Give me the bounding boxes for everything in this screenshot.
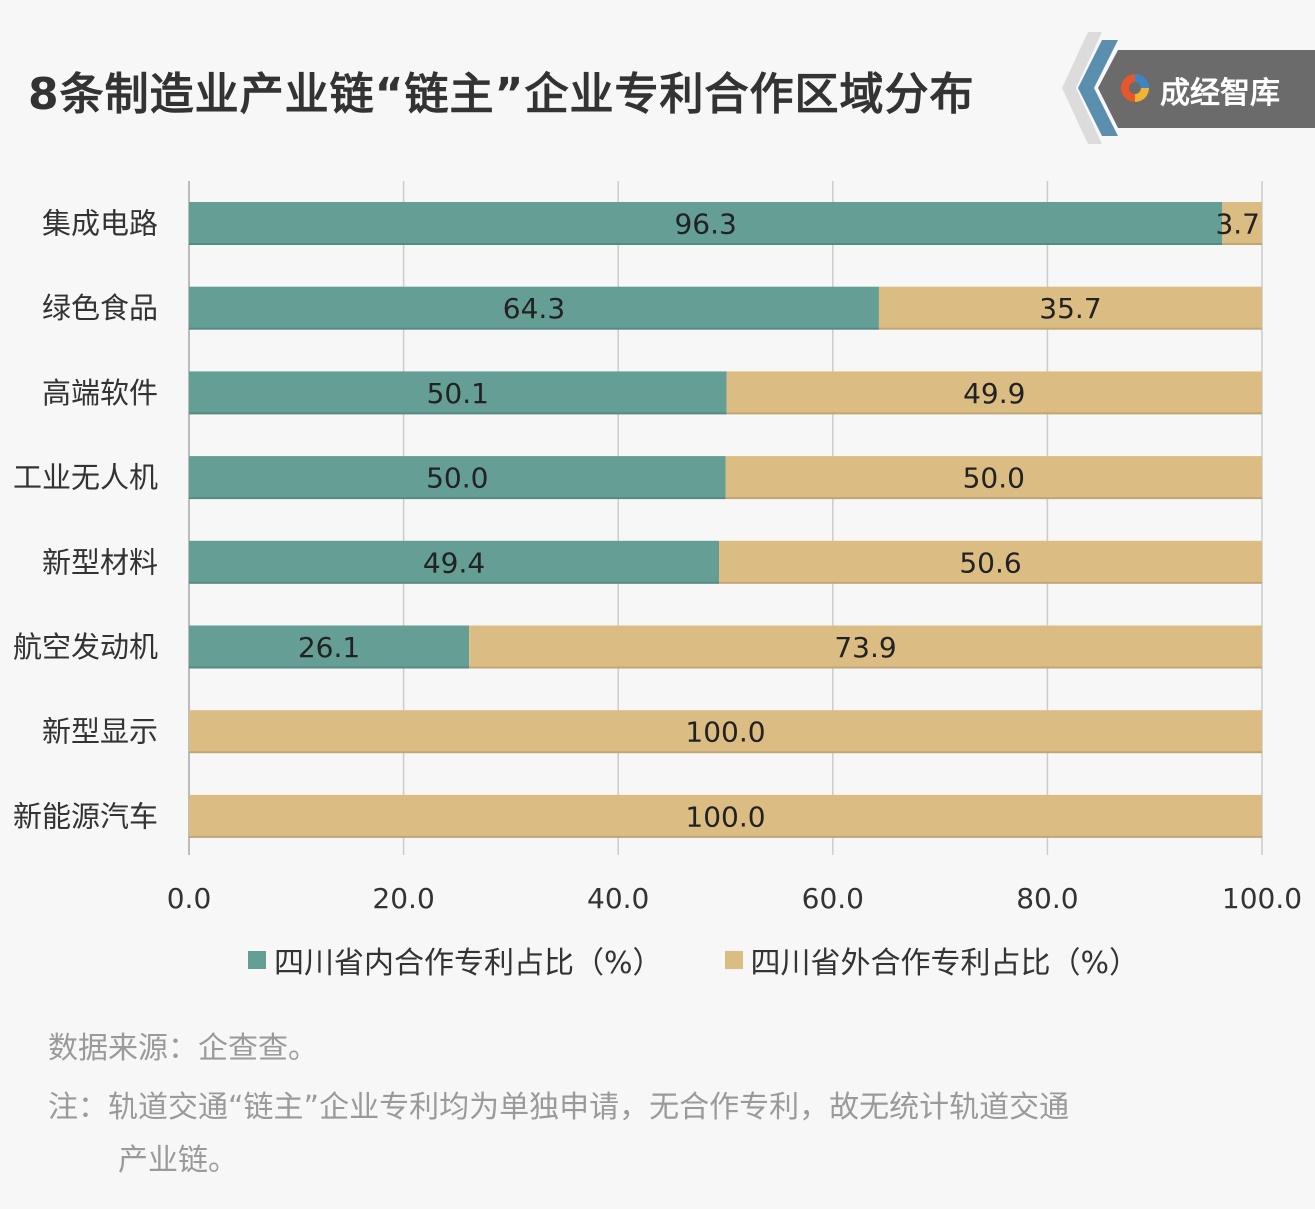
bar-shadow (189, 581, 720, 584)
data-label: 50.1 (427, 377, 489, 410)
x-tick-label: 40.0 (587, 882, 649, 915)
bar-segment (189, 202, 1223, 245)
bar-shadow (1222, 243, 1262, 245)
data-label: 49.9 (963, 377, 1025, 410)
x-tick-label: 60.0 (802, 882, 864, 915)
data-label: 50.6 (959, 546, 1021, 579)
legend-swatch-outside (724, 951, 743, 969)
x-tick-label: 100.0 (1222, 882, 1302, 915)
bar-segment (189, 710, 1262, 754)
bar-segment (469, 625, 1263, 669)
category-label: 新型显示 (42, 715, 158, 749)
data-label: 64.3 (503, 292, 565, 325)
legend-swatch-inside (248, 951, 266, 969)
bar-segment (725, 456, 1262, 500)
footnote-line-1: 注：轨道交通“链主”企业专利均为单独申请，无合作专利，故无统计轨道交通 (48, 1090, 1070, 1125)
bar-shadow (189, 327, 879, 330)
bar-shadow (469, 666, 1263, 669)
x-tick-label: 0.0 (167, 882, 212, 915)
category-label: 工业无人机 (13, 461, 158, 495)
data-label: 73.9 (834, 631, 896, 664)
data-label: 26.1 (298, 631, 360, 664)
category-label: 新能源汽车 (13, 799, 158, 833)
bar-shadow (726, 412, 1262, 415)
bar-segment (878, 286, 1262, 330)
category-label: 绿色食品 (42, 291, 158, 325)
bar-segment (189, 625, 470, 669)
legend-label-outside: 四川省外合作专利占比（%） (750, 946, 1140, 981)
bar-shadow (189, 666, 470, 669)
bar-segment (189, 371, 727, 415)
brand-name: 成经智库 (1160, 76, 1280, 111)
bar-shadow (189, 751, 1262, 754)
footnote-line-2: 产业链。 (118, 1143, 238, 1178)
bar-shadow (189, 243, 1223, 245)
category-label: 高端软件 (42, 376, 158, 410)
bar-shadow (878, 327, 1262, 330)
bar-shadow (189, 497, 726, 500)
legend: 四川省内合作专利占比（%） 四川省外合作专利占比（%） (248, 938, 1140, 982)
chart-title: 8条制造业产业链“链主”企业专利合作区域分布 (28, 69, 975, 120)
category-label: 航空发动机 (13, 630, 158, 664)
legend-label-inside: 四川省内合作专利占比（%） (274, 946, 663, 981)
data-label: 3.7 (1215, 208, 1260, 241)
data-label: 50.0 (963, 462, 1025, 495)
bar-shadow (189, 412, 727, 415)
brand-chevron-icon (1062, 32, 1315, 144)
bar-segment (189, 456, 726, 500)
bar-segment (719, 540, 1262, 584)
brand-badge: 成经智库 (1040, 30, 1315, 150)
bar-segment (189, 794, 1262, 838)
data-label: 50.0 (426, 462, 488, 495)
data-label: 100.0 (685, 716, 765, 749)
legend-item-outside: 四川省外合作专利占比（%） (724, 938, 1140, 982)
data-label: 96.3 (674, 208, 736, 241)
bar-shadow (719, 581, 1262, 584)
bar-segment (726, 371, 1262, 415)
brand-logo-icon (1121, 74, 1149, 102)
category-label: 新型材料 (42, 545, 158, 579)
data-source-note: 数据来源：企查查。 (48, 1031, 318, 1066)
data-label: 35.7 (1039, 292, 1101, 325)
data-label: 100.0 (685, 800, 765, 833)
bar-shadow (189, 835, 1262, 838)
category-label: 集成电路 (42, 207, 158, 241)
bar-shadow (725, 497, 1262, 500)
stacked-bar-chart: 0.0 20.0 40.0 60.0 80.0 100.0 集成电路 96.3 3.7 绿色食品 6… (13, 181, 1302, 915)
x-tick-label: 20.0 (372, 882, 434, 915)
bar-segment (1222, 202, 1262, 245)
x-tick-label: 80.0 (1016, 882, 1078, 915)
legend-item-inside: 四川省内合作专利占比（%） (248, 938, 663, 982)
bar-segment (189, 540, 720, 584)
bar-segment (189, 286, 879, 330)
data-label: 49.4 (423, 546, 485, 579)
